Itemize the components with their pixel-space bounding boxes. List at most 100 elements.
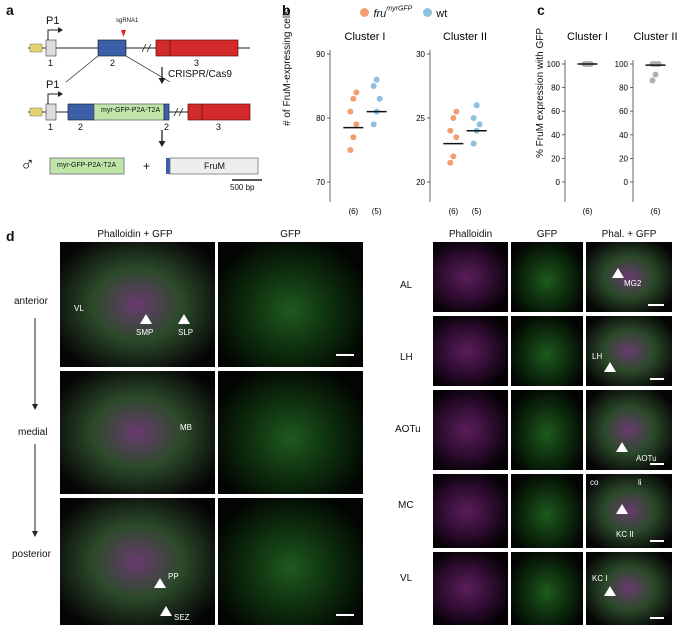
micro-medial-merge: MB	[60, 371, 215, 494]
c-cluster1-ytick-label-1: 20	[551, 154, 560, 163]
micro-anterior-merge: VL SMP SLP	[60, 242, 215, 367]
micro-al-merge: MG2	[586, 242, 672, 312]
gene-diagram: P1 sgRNA1 1 2 3 CRISPR/Cas9 P1 myr-GFP-P…	[0, 0, 275, 215]
arrow-mg2	[612, 268, 624, 278]
scale-bar-mc	[650, 540, 664, 542]
exon-num-1-bottom: 1	[48, 122, 54, 132]
c-cluster2-ytick-label-0: 0	[624, 178, 629, 187]
scale-bar-anterior	[336, 354, 354, 356]
row-head-al: AL	[400, 280, 413, 291]
arrow-mc	[616, 504, 628, 514]
c-cluster2-point-0-1	[652, 71, 659, 78]
male-symbol: ♂	[20, 154, 35, 176]
micro-aotu-phalloidin	[433, 390, 508, 470]
legend-wt-label: wt	[436, 8, 448, 20]
ann-co: co	[590, 478, 599, 487]
exon-num-2-top: 2	[110, 58, 116, 68]
promoter-label-top: P1	[46, 15, 60, 27]
legend-fru-sup: myrGFP	[386, 5, 413, 13]
micro-al-gfp	[511, 242, 583, 312]
micro-mc-phalloidin	[433, 474, 508, 548]
arrow-aotu	[616, 442, 628, 452]
exon-num-3-top: 3	[194, 58, 200, 68]
row-head-lh: LH	[400, 352, 413, 363]
promoter-label-bottom: P1	[46, 79, 60, 91]
legend-fru-label: fru	[373, 8, 387, 20]
exon3-top	[155, 39, 239, 57]
micro-posterior-merge: PP SEZ	[60, 498, 215, 625]
b-cluster1-point-0-2	[353, 121, 360, 128]
micro-al-phalloidin	[433, 242, 508, 312]
panel-letter-c: c	[537, 2, 545, 18]
row-head-vl: VL	[400, 573, 413, 584]
scale-bar-posterior	[336, 614, 354, 616]
promoter-arrow-top	[47, 29, 58, 40]
b-cluster1-point-0-5	[353, 89, 360, 96]
c-cluster1-n-label-0: (6)	[583, 207, 593, 216]
c-cluster2-ytick-label-5: 100	[615, 60, 629, 69]
b-cluster2-point-0-2	[453, 134, 460, 141]
exon2-top	[97, 39, 127, 57]
ann-mb: MB	[180, 423, 192, 432]
b-cluster2-point-1-3	[470, 115, 477, 121]
ann-smp: SMP	[136, 328, 154, 337]
chart-b: Cluster I 70 80 90 (6) (5) Cluster II 20 25 30 (6)…	[316, 31, 487, 216]
scale-bar-vl	[650, 617, 664, 619]
arrow-sez	[160, 606, 172, 616]
micro-mc-gfp	[511, 474, 583, 548]
b-cluster1-point-1-0	[370, 121, 377, 128]
b-cluster2-point-1-4	[473, 102, 480, 109]
scale-bar-al	[648, 304, 664, 306]
sgrna-label: sgRNA1	[116, 18, 139, 24]
exon-num-2b-bottom: 2	[164, 122, 170, 132]
exon2b-bottom	[163, 103, 170, 121]
panel-letter-a: a	[6, 2, 14, 18]
arrow-vl	[604, 586, 616, 596]
scale-bar-lh	[650, 378, 664, 380]
c-cluster2-point-0-0	[649, 77, 656, 84]
legend-b: frumyrGFP wt	[360, 4, 447, 22]
b-cluster2-point-0-3	[447, 127, 454, 134]
exon1-top	[45, 39, 57, 57]
exon-num-2a-bottom: 2	[78, 122, 84, 132]
micro-lh-gfp	[511, 316, 583, 386]
insert-label: myr-GFP-P2A-T2A	[101, 107, 161, 114]
b-cluster1-point-0-0	[347, 147, 354, 153]
b-cluster2-ytick-label-0: 20	[416, 178, 425, 187]
ann-aotu: AOTu	[636, 454, 657, 463]
scale-bar-aotu	[650, 463, 664, 465]
b-cluster2-point-0-5	[453, 108, 460, 115]
b-cluster1-point-1-2	[376, 95, 383, 102]
b-cluster1-point-1-3	[370, 83, 377, 89]
micro-aotu-merge: AOTu	[586, 390, 672, 470]
b-cluster1-point-0-3	[347, 108, 354, 115]
product-left-label: myr-GFP-P2A-T2A	[57, 162, 117, 169]
c-cluster2-ytick-label-1: 20	[619, 154, 628, 163]
micro-posterior-gfp	[218, 498, 363, 625]
panel-letter-b: b	[282, 2, 291, 18]
ann-sez: SEZ	[174, 613, 190, 622]
chart-c: Cluster I 0 20 40 60 80 100 (6) Cluster II 0 20 40 6…	[547, 31, 678, 216]
micro-lh-merge: LH	[586, 316, 672, 386]
exon3-bottom	[187, 103, 251, 121]
b-cluster1-title: Cluster I	[345, 31, 386, 43]
micro-mc-merge: co li KC II	[586, 474, 672, 548]
b-cluster1-ytick-label-2: 90	[316, 50, 325, 59]
promoter-arrow-bottom	[47, 93, 58, 104]
b-cluster2-point-0-0	[447, 159, 454, 166]
sgrna-marker	[121, 30, 126, 37]
col-head-phalloidin: Phalloidin	[448, 229, 493, 240]
col-head-gfp-right: GFP	[536, 229, 558, 240]
row-head-medial: medial	[18, 427, 48, 438]
exon-num-1-top: 1	[48, 58, 54, 68]
b-cluster1-n-label-0: (6)	[348, 207, 358, 216]
scale-label-a: 500 bp	[230, 183, 255, 192]
panel-letter-d: d	[6, 228, 15, 244]
c-cluster1-ytick-label-4: 80	[551, 84, 560, 93]
product-right-label: FruM	[204, 161, 225, 171]
ann-lh: LH	[592, 352, 603, 361]
b-cluster1-ytick-label-1: 80	[316, 114, 325, 123]
b-cluster2-point-1-2	[476, 121, 483, 128]
micro-anterior-gfp	[218, 242, 363, 367]
micro-vl-gfp	[511, 552, 583, 625]
